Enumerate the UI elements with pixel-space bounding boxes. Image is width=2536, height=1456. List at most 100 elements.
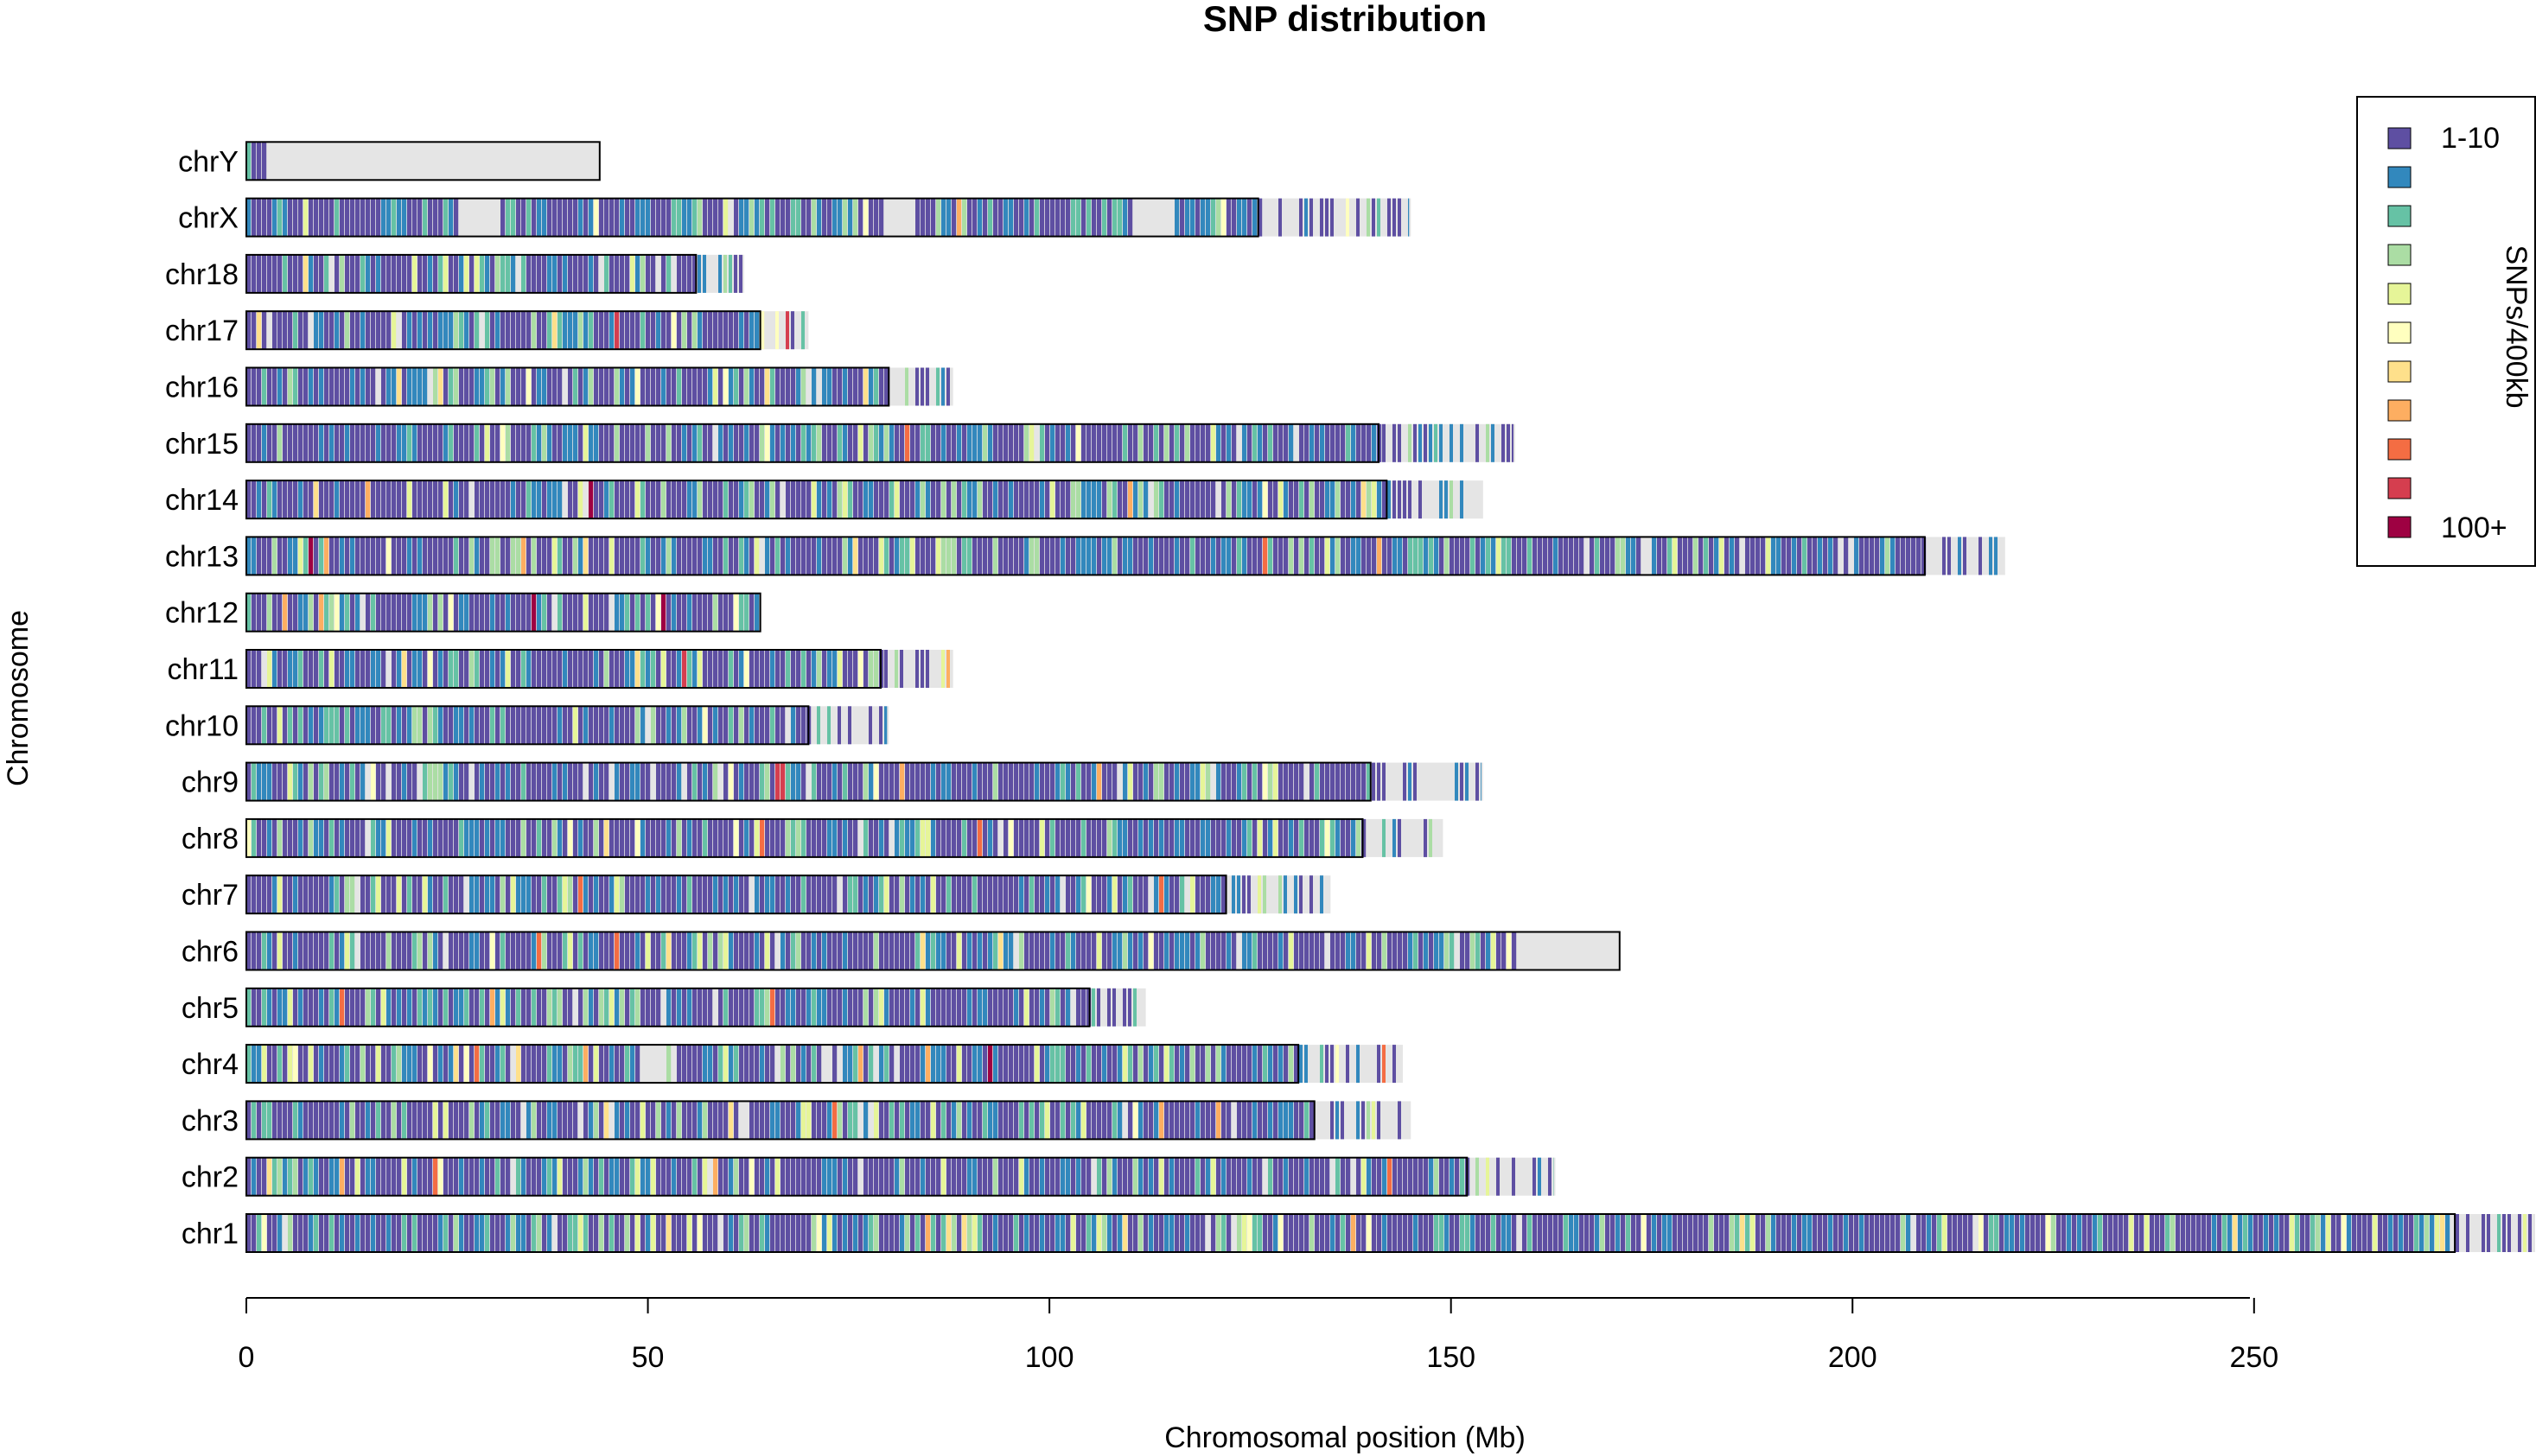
- snp-bin: [967, 1157, 972, 1196]
- snp-bin: [464, 762, 469, 801]
- snp-bin: [340, 818, 345, 857]
- snp-bin: [428, 423, 433, 462]
- snp-bin: [796, 1157, 801, 1196]
- chr16-label: chr16: [165, 372, 239, 404]
- snp-bin: [1294, 875, 1297, 914]
- snp-bin: [412, 988, 417, 1027]
- snp-bin: [749, 762, 755, 801]
- snp-bin: [309, 480, 314, 519]
- snp-bin: [692, 762, 698, 801]
- chr1-label: chr1: [182, 1218, 239, 1250]
- legend-swatch: [2387, 438, 2412, 461]
- snp-bin: [1382, 480, 1387, 519]
- snp-bin: [324, 367, 329, 406]
- snp-bin: [1460, 1214, 1465, 1252]
- snp-bin: [765, 650, 770, 688]
- snp-bin: [272, 254, 277, 293]
- snp-bin: [298, 367, 303, 406]
- snp-bin: [817, 818, 822, 857]
- snp-bin: [1315, 537, 1320, 575]
- snp-bin: [397, 1101, 402, 1140]
- snp-bin: [1050, 1214, 1055, 1252]
- snp-bin: [303, 762, 309, 801]
- snp-bin: [812, 988, 817, 1027]
- snp-bin: [500, 423, 506, 462]
- snp-bin: [386, 931, 392, 970]
- snp-bin: [1055, 1101, 1061, 1140]
- snp-bin: [438, 818, 443, 857]
- snp-bin: [1102, 480, 1107, 519]
- snp-bin: [1081, 988, 1086, 1027]
- chr9-label: chr9: [182, 766, 239, 799]
- snp-bin: [739, 1045, 744, 1084]
- snp-bin: [1574, 1214, 1579, 1252]
- snp-bin: [1984, 1214, 1989, 1252]
- snp-bin: [1190, 762, 1195, 801]
- snp-bin: [1341, 931, 1346, 970]
- snp-bin: [832, 1045, 838, 1084]
- snp-bin: [1745, 1214, 1750, 1252]
- snp-bin: [392, 423, 397, 462]
- snp-bin: [1854, 537, 1859, 575]
- snp-bin: [1133, 1157, 1138, 1196]
- snp-bin: [376, 480, 381, 519]
- snp-bin: [573, 1157, 578, 1196]
- snp-bin: [941, 423, 946, 462]
- snp-bin: [646, 480, 651, 519]
- snp-bin: [547, 818, 552, 857]
- snp-bin: [1237, 875, 1240, 914]
- snp-bin: [1144, 1157, 1149, 1196]
- snp-bin: [1185, 198, 1190, 237]
- snp-bin: [402, 988, 407, 1027]
- snp-bin: [1252, 1157, 1258, 1196]
- snp-bin: [314, 650, 319, 688]
- snp-bin: [1849, 1214, 1854, 1252]
- snp-bin: [843, 1214, 848, 1252]
- snp-bin: [640, 706, 646, 745]
- snp-bin: [1169, 1157, 1175, 1196]
- snp-bin: [786, 1045, 791, 1084]
- snp-bin: [832, 650, 838, 688]
- snp-bin: [869, 931, 874, 970]
- snp-bin: [2020, 1214, 2025, 1252]
- snp-bin: [594, 198, 599, 237]
- snp-bin: [698, 198, 703, 237]
- snp-bin: [1367, 1214, 1372, 1252]
- snp-bin: [801, 650, 806, 688]
- snp-bin: [2077, 1214, 2082, 1252]
- snp-bin: [744, 367, 749, 406]
- snp-bin: [397, 198, 402, 237]
- snp-bin: [1444, 931, 1450, 970]
- chr18-outline: [245, 253, 698, 294]
- snp-bin: [417, 706, 423, 745]
- snp-bin: [723, 593, 729, 632]
- snp-bin: [1398, 1157, 1403, 1196]
- snp-bin: [1201, 1045, 1206, 1084]
- snp-bin: [573, 254, 578, 293]
- snp-bin: [1190, 537, 1195, 575]
- snp-bin: [698, 423, 703, 462]
- snp-bin: [765, 1101, 770, 1140]
- snp-bin: [666, 875, 672, 914]
- snp-bin: [729, 818, 734, 857]
- snp-bin: [843, 931, 848, 970]
- snp-bin: [1470, 1214, 1475, 1252]
- snp-bin: [2331, 1214, 2336, 1252]
- snp-bin: [1149, 1045, 1154, 1084]
- snp-bin: [345, 1101, 350, 1140]
- snp-bin: [952, 1214, 957, 1252]
- snp-bin: [957, 931, 962, 970]
- snp-bin: [1361, 1214, 1367, 1252]
- snp-bin: [1247, 818, 1252, 857]
- snp-bin: [589, 311, 594, 350]
- snp-bin: [599, 1101, 604, 1140]
- snp-bin: [594, 931, 599, 970]
- snp-bin: [381, 423, 386, 462]
- snp-bin: [801, 198, 806, 237]
- snp-bin: [615, 423, 620, 462]
- snp-bin: [402, 367, 407, 406]
- snp-bin: [1154, 818, 1159, 857]
- snp-bin: [324, 988, 329, 1027]
- snp-bin: [952, 537, 957, 575]
- snp-bin: [454, 931, 459, 970]
